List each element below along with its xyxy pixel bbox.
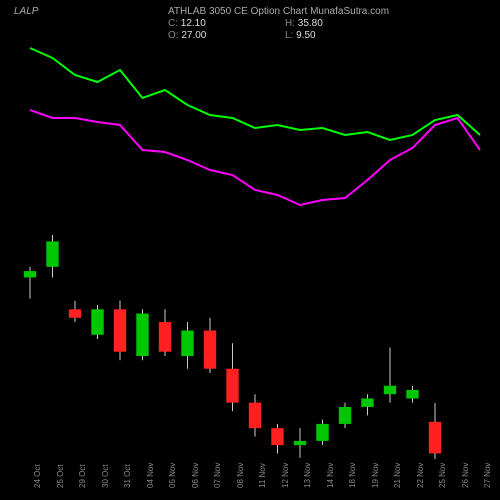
x-tick-label: 05 Nov: [168, 463, 177, 488]
indicator-line: [30, 110, 480, 205]
candle-body: [316, 424, 328, 441]
candle-body: [271, 428, 283, 445]
indicator-line: [30, 48, 480, 140]
ohlc-open: O: 27.00: [168, 30, 206, 41]
ohlc-high: H: 35.80: [285, 18, 323, 29]
ticker-label: LALP: [14, 6, 38, 17]
candle-body: [339, 407, 351, 424]
x-tick-label: 26 Nov: [461, 463, 470, 488]
candle-body: [406, 390, 418, 398]
x-tick-label: 24 Oct: [33, 464, 42, 488]
x-tick-label: 19 Nov: [371, 463, 380, 488]
x-tick-label: 12 Nov: [281, 463, 290, 488]
x-tick-label: 04 Nov: [146, 463, 155, 488]
candle-body: [69, 309, 81, 317]
candle-body: [114, 309, 126, 351]
x-tick-label: 25 Nov: [438, 463, 447, 488]
candle-body: [159, 322, 171, 352]
candle-body: [136, 314, 148, 356]
x-tick-label: 13 Nov: [303, 463, 312, 488]
chart-title: ATHLAB 3050 CE Option Chart MunafaSutra.…: [168, 6, 389, 17]
x-tick-label: 29 Oct: [78, 464, 87, 488]
candle-body: [181, 331, 193, 356]
chart-canvas: [0, 0, 500, 500]
x-tick-label: 11 Nov: [258, 463, 267, 488]
candle-body: [429, 422, 441, 454]
ohlc-close: C: 12.10: [168, 18, 206, 29]
candle-body: [384, 386, 396, 394]
x-tick-label: 31 Oct: [123, 464, 132, 488]
x-tick-label: 07 Nov: [213, 463, 222, 488]
candle-body: [294, 441, 306, 445]
option-chart: LALP ATHLAB 3050 CE Option Chart MunafaS…: [0, 0, 500, 500]
candle-body: [46, 241, 58, 266]
x-tick-label: 22 Nov: [416, 463, 425, 488]
x-tick-label: 14 Nov: [326, 463, 335, 488]
x-tick-label: 06 Nov: [191, 463, 200, 488]
x-tick-label: 08 Nov: [236, 463, 245, 488]
x-tick-label: 30 Oct: [101, 464, 110, 488]
x-tick-label: 25 Oct: [56, 464, 65, 488]
x-tick-label: 21 Nov: [393, 463, 402, 488]
candle-body: [24, 271, 36, 277]
candle-body: [361, 398, 373, 406]
x-tick-label: 27 Nov: [483, 463, 492, 488]
ohlc-low: L: 9.50: [285, 30, 316, 41]
candle-body: [226, 369, 238, 403]
x-tick-label: 18 Nov: [348, 463, 357, 488]
candle-body: [249, 403, 261, 428]
candle-body: [204, 331, 216, 369]
candle-body: [91, 309, 103, 334]
